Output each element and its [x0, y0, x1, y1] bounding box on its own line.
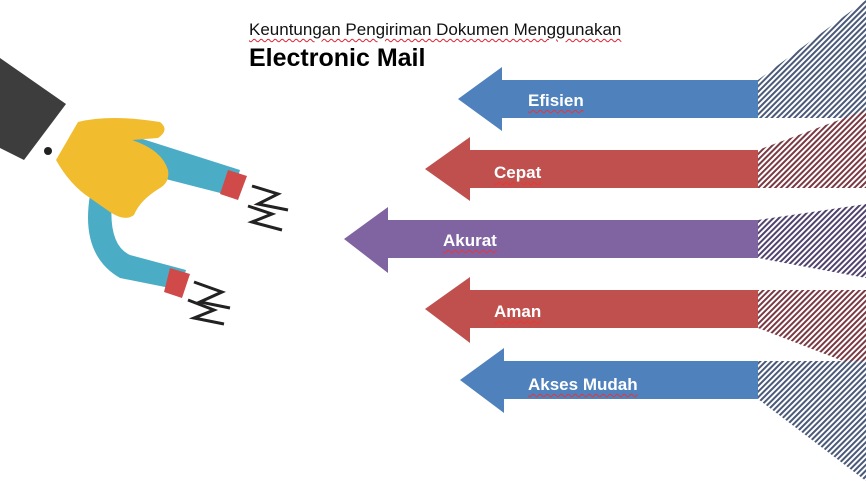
arrow-label-aman: Aman: [494, 302, 542, 321]
arrow-0: [458, 67, 758, 131]
arrow-label-akses-mudah: Akses Mudah: [528, 375, 638, 394]
spark-lower: [193, 280, 231, 310]
spark-upper: [251, 184, 289, 212]
subtitle: Keuntungan Pengiriman Dokumen Menggunaka…: [249, 20, 622, 39]
arrow-1: [425, 137, 758, 201]
arrow-2: [344, 207, 758, 273]
spark-upper-2: [247, 204, 283, 232]
spark-lower-2: [187, 298, 225, 326]
magnet-lower-arm: [88, 195, 186, 290]
magnet-upper-arm: [130, 135, 240, 196]
arrow-4: [460, 348, 758, 413]
beam-4: [758, 361, 866, 481]
arrow-3: [425, 277, 758, 343]
beam-1: [758, 110, 866, 188]
cufflink-dot: [44, 147, 52, 155]
beam-3: [758, 290, 866, 370]
page-title: Electronic Mail: [249, 44, 426, 72]
magnet-upper-tip: [220, 170, 247, 200]
beam-0: [758, 0, 866, 118]
arrow-label-efisien: Efisien: [528, 91, 584, 110]
beam-2: [758, 204, 866, 278]
arrow-label-cepat: Cepat: [494, 163, 542, 182]
arrow-label-akurat: Akurat: [443, 231, 497, 250]
hand-shape: [56, 118, 169, 218]
magnet-lower-tip: [164, 268, 190, 298]
sleeve-shape: [0, 58, 66, 160]
